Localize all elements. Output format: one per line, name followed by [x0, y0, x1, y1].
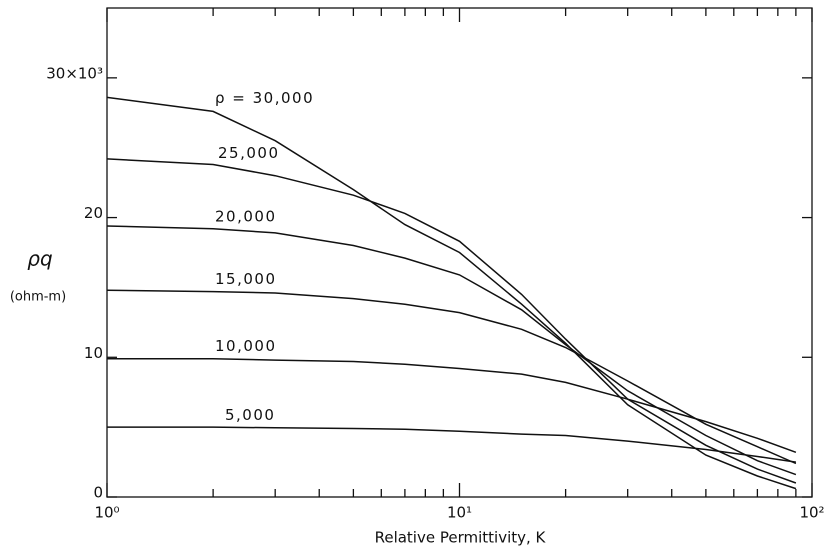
- curve: [106, 158, 797, 484]
- y-tick-label: 30×10³: [46, 64, 103, 82]
- series-label: 10,000: [215, 337, 277, 355]
- curve: [107, 357, 797, 454]
- x-tick-label: 10²: [799, 504, 824, 522]
- y-tick-label: 20: [84, 204, 103, 222]
- y-axis-label: ρq: [27, 247, 52, 271]
- x-axis-label: Relative Permittivity, K: [375, 529, 547, 547]
- curve: [106, 225, 797, 476]
- series-label: 5,000: [225, 406, 275, 424]
- y-tick-label: 0: [93, 484, 103, 502]
- curve: [106, 289, 797, 465]
- y-axis-unit: (ohm-m): [10, 290, 66, 305]
- x-tick-label: 10⁰: [94, 504, 119, 522]
- y-tick-label: 10: [84, 344, 103, 362]
- curve: [107, 426, 797, 463]
- curve: [106, 96, 797, 490]
- x-tick-label: 10¹: [447, 504, 472, 522]
- series-label: 15,000: [215, 270, 277, 288]
- series-label: 20,000: [215, 207, 277, 225]
- series-label: ρ = 30,000: [215, 89, 314, 107]
- series-label: 25,000: [218, 144, 280, 162]
